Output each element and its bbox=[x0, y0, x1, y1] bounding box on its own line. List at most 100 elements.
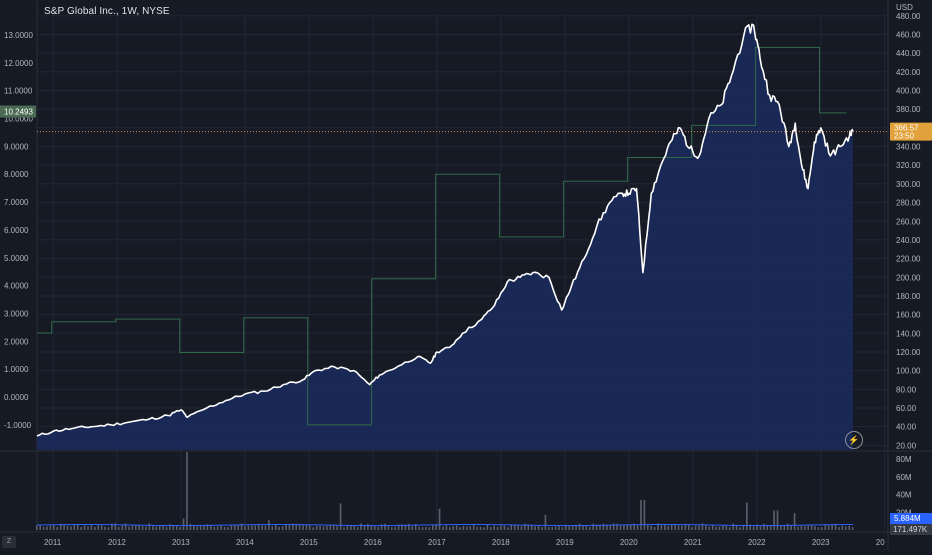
volume-bar bbox=[483, 527, 485, 530]
volume-bar bbox=[544, 514, 547, 530]
volume-bar bbox=[844, 526, 847, 530]
volume-axis-tick: 40M bbox=[896, 491, 912, 500]
volume-bar bbox=[206, 524, 209, 530]
volume-bar bbox=[711, 524, 714, 530]
volume-bar bbox=[749, 524, 752, 530]
volume-bar bbox=[295, 523, 298, 530]
volume-bar bbox=[568, 525, 571, 530]
volume-bar bbox=[121, 525, 123, 530]
right-axis-tick: 320.00 bbox=[896, 161, 921, 170]
volume-bar bbox=[261, 525, 263, 530]
volume-pane bbox=[36, 452, 854, 530]
right-axis-tick: 180.00 bbox=[896, 292, 921, 301]
volume-bar bbox=[343, 527, 345, 530]
left-axis-tick: 9.0000 bbox=[4, 142, 29, 151]
volume-bar bbox=[193, 525, 195, 530]
volume-bar bbox=[305, 524, 308, 530]
volume-bar bbox=[336, 526, 338, 530]
volume-bar bbox=[585, 525, 588, 530]
volume-bar bbox=[824, 524, 827, 530]
right-axis-tick: 460.00 bbox=[896, 31, 921, 40]
volume-bar bbox=[674, 524, 676, 530]
volume-bar bbox=[367, 523, 369, 530]
right-axis-tick: 100.00 bbox=[896, 367, 921, 376]
volume-bar bbox=[155, 526, 158, 530]
corner-badge[interactable]: Z bbox=[2, 536, 16, 548]
right-axis-tick: 20.00 bbox=[896, 441, 917, 450]
volume-bar bbox=[390, 527, 393, 530]
volume-bar bbox=[138, 524, 141, 530]
right-axis-tick: 240.00 bbox=[896, 236, 921, 245]
volume-bar bbox=[189, 523, 192, 530]
volume-bar bbox=[309, 525, 311, 530]
volume-bar bbox=[271, 526, 274, 530]
volume-bar bbox=[449, 527, 451, 530]
volume-bar bbox=[264, 525, 267, 530]
volume-bar bbox=[281, 526, 284, 530]
price-line bbox=[36, 23, 854, 437]
left-axis-tick: 13.0000 bbox=[4, 31, 33, 40]
volume-bar bbox=[100, 525, 103, 530]
volume-bar bbox=[278, 526, 280, 530]
volume-bar bbox=[319, 525, 321, 530]
right-axis-tick: 200.00 bbox=[896, 273, 921, 282]
volume-bar bbox=[213, 526, 216, 530]
volume-bar bbox=[657, 523, 659, 530]
volume-bar bbox=[735, 525, 738, 530]
volume-bar bbox=[841, 525, 844, 530]
lightning-icon[interactable]: ⚡ bbox=[845, 431, 863, 449]
left-axis-tick: 3.0000 bbox=[4, 309, 29, 318]
left-badge bbox=[0, 105, 36, 118]
volume-bar bbox=[742, 525, 745, 530]
volume-bar bbox=[694, 525, 697, 530]
volume-ma-line bbox=[36, 524, 853, 527]
volume-bar bbox=[496, 526, 499, 530]
right-axis-tick: 480.00 bbox=[896, 12, 921, 21]
price-area-fill bbox=[37, 24, 853, 451]
volume-bar bbox=[647, 524, 649, 530]
volume-bar bbox=[428, 527, 431, 530]
volume-bar bbox=[804, 526, 806, 530]
volume-bar bbox=[616, 523, 618, 530]
right-axis-tick: 160.00 bbox=[896, 311, 921, 320]
volume-bar bbox=[561, 527, 564, 530]
volume-bar bbox=[373, 525, 376, 530]
volume-bar bbox=[404, 524, 407, 530]
volume-bar bbox=[469, 526, 472, 530]
volume-bar bbox=[705, 524, 707, 530]
volume-bar bbox=[664, 524, 666, 530]
volume-bar bbox=[851, 527, 854, 530]
volume-bar bbox=[350, 525, 352, 530]
volume-bar bbox=[254, 525, 257, 530]
right-axis-tick: 300.00 bbox=[896, 180, 921, 189]
volume-bar bbox=[401, 524, 403, 530]
volume-bar bbox=[752, 526, 755, 530]
volume-ma-badge-label: 171.497K bbox=[893, 525, 928, 534]
volume-bar bbox=[793, 513, 796, 530]
volume-bar bbox=[684, 523, 687, 530]
left-axis-tick: 11.0000 bbox=[4, 87, 33, 96]
volume-bar bbox=[182, 518, 185, 530]
volume-bar bbox=[329, 524, 332, 530]
volume-bar bbox=[145, 526, 147, 530]
right-axis-tick: 340.00 bbox=[896, 143, 921, 152]
volume-bar bbox=[507, 527, 509, 530]
volume-bar bbox=[759, 526, 762, 530]
left-axis-tick: 4.0000 bbox=[4, 282, 29, 291]
volume-bar bbox=[554, 526, 557, 530]
volume-bar bbox=[49, 525, 52, 530]
volume-bar bbox=[97, 525, 100, 530]
volume-bar bbox=[353, 525, 356, 530]
volume-bar bbox=[80, 527, 82, 530]
volume-bar bbox=[233, 524, 236, 530]
volume-bar bbox=[257, 523, 260, 530]
volume-bar bbox=[571, 525, 574, 530]
volume-bar bbox=[687, 524, 690, 530]
volume-bar bbox=[172, 525, 175, 530]
volume-bar bbox=[438, 508, 441, 530]
volume-bar bbox=[141, 526, 144, 530]
volume-bar bbox=[384, 523, 386, 530]
